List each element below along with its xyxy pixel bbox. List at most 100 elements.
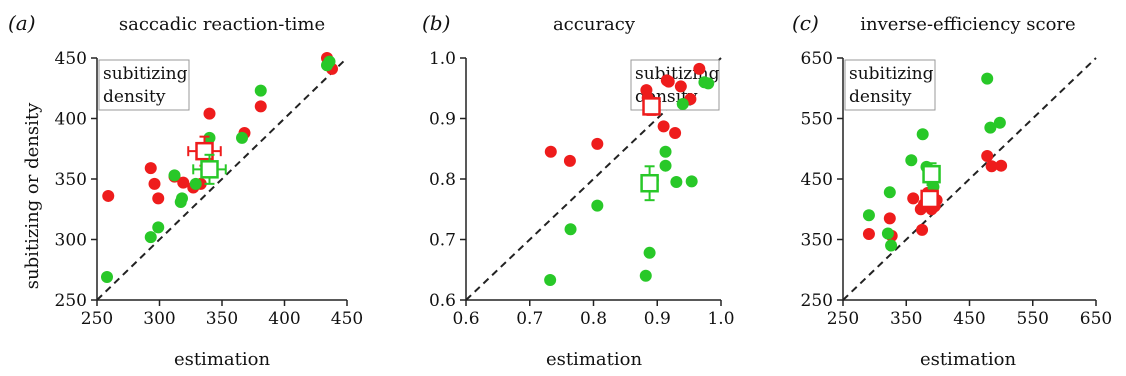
- panel-c-subitizing-point: [995, 159, 1008, 172]
- panel-a-density-point: [189, 177, 202, 190]
- panel-c-x-tick-label: 250: [827, 309, 859, 329]
- panel-a-density-point: [323, 55, 336, 68]
- panel-a-x-tick-label: 300: [143, 309, 175, 329]
- panel-b-subitizing-mean-marker: [642, 97, 661, 116]
- panel-c-x-tick-label: 450: [953, 309, 985, 329]
- panel-c-y-tick-label: 250: [801, 291, 833, 311]
- panel-c-density-point: [881, 227, 894, 240]
- panel-c-x-tick-label: 550: [1017, 309, 1049, 329]
- panel-a-subitizing-point: [148, 177, 161, 190]
- panel-b-density-mean-marker: [640, 173, 659, 193]
- panel-b-x-tick-label: 0.8: [580, 309, 607, 329]
- panel-a-y-tick-label: 450: [55, 49, 87, 69]
- panel-c-x-axis-label: estimation: [920, 349, 1017, 370]
- panel-a-x-tick-label: 350: [206, 309, 238, 329]
- panel-b-subitizing-point: [657, 120, 670, 133]
- panel-c-y-tick-label: 650: [801, 49, 833, 69]
- y-axis-label: subitizing or density: [22, 102, 43, 289]
- panel-b-x-tick-label: 0.7: [516, 309, 543, 329]
- panel-b-density-point: [643, 246, 656, 259]
- panel-c-subitizing-point: [985, 160, 998, 173]
- panel-c-label: (c): [792, 11, 819, 35]
- panel-c-plot-area: 250 350 450 550 650 250 350 450 550 650 subitizing…: [801, 49, 1113, 329]
- panel-c-density-point: [885, 239, 898, 252]
- panel-b-density-point: [676, 97, 689, 110]
- panel-c-y-tick-label: 350: [801, 231, 833, 251]
- panel-b-density-point: [591, 199, 604, 212]
- panel-c-subitizing-point: [981, 150, 994, 163]
- panel-b-y-tick-label: 1.0: [429, 49, 456, 69]
- panel-c-legend-box: [844, 59, 936, 111]
- panel-a-subitizing-point: [152, 192, 165, 205]
- panel-c-density-point: [984, 121, 997, 134]
- panel-c-x-tick-label: 650: [1080, 309, 1112, 329]
- panel-a-x-tick-label: 400: [268, 309, 300, 329]
- panel-c-density-point: [883, 186, 896, 199]
- panel-c-density-point: [916, 128, 929, 141]
- panel-c-subitizing-point: [907, 192, 920, 205]
- panel-c-title: inverse-efficiency score: [860, 14, 1075, 35]
- panel-a-subitizing-point: [102, 189, 115, 202]
- panel-b-x-tick-label: 1.0: [707, 309, 734, 329]
- panel-a-subitizing-point: [144, 162, 157, 175]
- panel-b-density-point: [659, 145, 672, 158]
- panel-a-density-mean-marker: [200, 160, 219, 179]
- panel-a-x-axis-label: estimation: [174, 349, 271, 370]
- panel-c-density-point: [993, 116, 1006, 129]
- panel-a-subitizing-point: [177, 176, 190, 189]
- panel-a-subitizing-point: [254, 100, 267, 113]
- panel-b-density-point: [544, 274, 557, 287]
- panel-a-legend-box: [98, 59, 190, 111]
- panel-a-y-tick-label: 300: [55, 231, 87, 251]
- panel-c-y-tick-label: 550: [801, 110, 833, 130]
- panel-c-subitizing-point: [916, 223, 929, 236]
- panel-a-density-point: [152, 221, 165, 234]
- panel-b-y-tick-label: 0.9: [429, 110, 456, 130]
- panel-c-subitizing-point: [862, 228, 875, 241]
- panel-c-density-point: [981, 72, 994, 85]
- panel-a-label: (a): [8, 11, 36, 35]
- panel-a-density-point: [203, 131, 216, 144]
- panel-a-legend-subitizing: subitizing: [103, 64, 188, 84]
- panel-b-y-tick-label: 0.7: [429, 231, 456, 251]
- panel-b-x-tick-label: 0.9: [644, 309, 671, 329]
- panel-a-density-point: [236, 131, 248, 144]
- panel-a-plot-area: 250 300 350 400 450 250 300 350 400 450 subitizing…: [55, 49, 364, 329]
- panel-b-subitizing-point: [662, 75, 675, 88]
- panel-a-density-point: [101, 271, 113, 284]
- panel-b-x-axis-label: estimation: [546, 349, 643, 370]
- panel-b-subitizing-point: [669, 127, 682, 140]
- panel-a-legend-density: density: [103, 87, 166, 107]
- panel-a-density-point: [144, 231, 157, 244]
- panel-b-subitizing-point: [563, 154, 576, 167]
- panel-c-y-tick-label: 450: [801, 170, 833, 190]
- panel-c-density-point: [905, 154, 918, 167]
- panel-c-subitizing-mean-marker: [920, 189, 939, 209]
- panel-a-density-point: [176, 192, 188, 205]
- panel-b-y-tick-label: 0.6: [429, 291, 456, 311]
- panel-c-density-mean-marker: [922, 164, 941, 184]
- panel-c: (c) inverse-efficiency score estimation …: [792, 11, 1112, 370]
- panel-b-label: (b): [422, 11, 450, 35]
- panel-c-density-point: [862, 209, 875, 222]
- panel-a-density-point: [254, 84, 267, 97]
- panel-c-subitizing-point: [883, 212, 896, 225]
- panel-b-density-point: [564, 223, 577, 236]
- panel-a: (a) saccadic reaction-time estimation su…: [8, 11, 363, 370]
- panel-b-density-point: [685, 175, 698, 188]
- panel-a-subitizing-point: [203, 107, 216, 120]
- panel-b-x-tick-label: 0.6: [452, 309, 479, 329]
- panel-a-y-tick-label: 250: [55, 291, 87, 311]
- panel-b-y-tick-label: 0.8: [429, 170, 456, 190]
- panel-b-subitizing-point: [591, 137, 604, 150]
- panel-a-y-tick-label: 350: [55, 170, 87, 190]
- panel-c-identity-line: [842, 57, 1097, 301]
- panel-b: (b) accuracy estimation 0.6 0.7 0.8 0.9 1.0 0…: [422, 11, 735, 370]
- panel-c-x-tick-label: 350: [890, 309, 922, 329]
- panel-a-identity-line: [96, 57, 348, 301]
- panel-a-title: saccadic reaction-time: [119, 14, 325, 35]
- panel-b-density-point: [639, 269, 652, 282]
- panel-a-x-tick-label: 450: [331, 309, 363, 329]
- panel-b-density-point: [659, 159, 672, 172]
